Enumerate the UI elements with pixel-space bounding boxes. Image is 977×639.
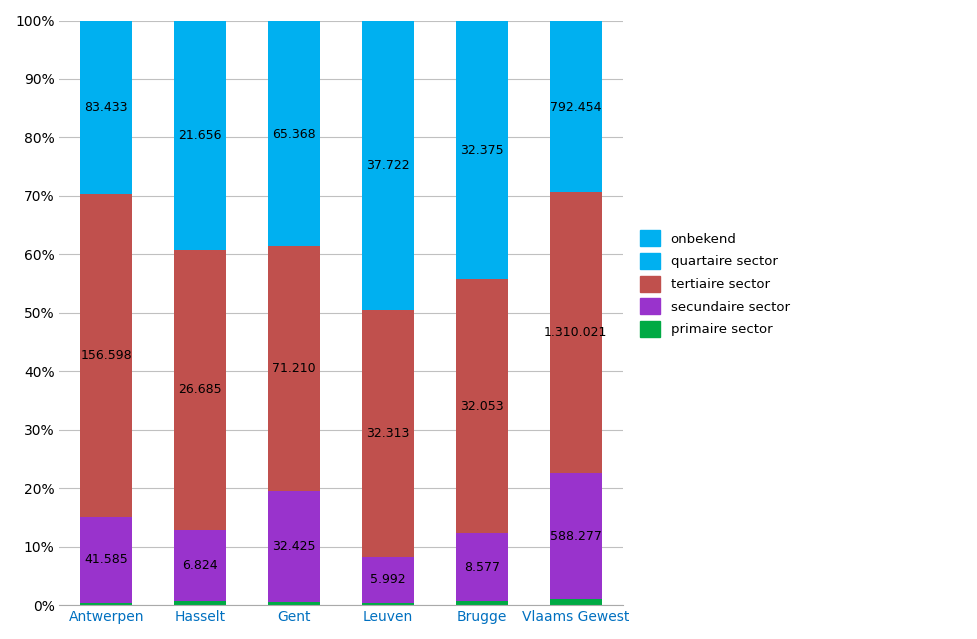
Bar: [174, 22, 226, 249]
Bar: [268, 22, 319, 247]
Bar: [80, 20, 132, 21]
Bar: [268, 20, 319, 22]
Bar: [455, 22, 507, 279]
Text: 41.585: 41.585: [84, 553, 128, 566]
Bar: [268, 491, 319, 603]
Bar: [174, 249, 226, 530]
Bar: [268, 247, 319, 491]
Bar: [549, 22, 601, 192]
Bar: [549, 473, 601, 599]
Text: 6.824: 6.824: [182, 559, 218, 572]
Bar: [455, 601, 507, 605]
Text: 32.053: 32.053: [459, 399, 503, 413]
Text: 5.992: 5.992: [369, 573, 405, 587]
Bar: [80, 517, 132, 603]
Text: 588.277: 588.277: [549, 530, 601, 543]
Bar: [80, 21, 132, 194]
Bar: [361, 603, 413, 605]
Text: 156.598: 156.598: [80, 349, 132, 362]
Bar: [549, 20, 601, 22]
Text: 65.368: 65.368: [272, 128, 316, 141]
Bar: [174, 20, 226, 22]
Bar: [455, 279, 507, 533]
Bar: [80, 603, 132, 605]
Text: 37.722: 37.722: [365, 159, 409, 173]
Text: 1.310.021: 1.310.021: [543, 326, 607, 339]
Bar: [361, 557, 413, 603]
Bar: [361, 20, 413, 22]
Bar: [549, 599, 601, 605]
Text: 26.685: 26.685: [178, 383, 222, 396]
Text: 792.454: 792.454: [549, 101, 601, 114]
Text: 32.375: 32.375: [459, 144, 503, 157]
Text: 21.656: 21.656: [178, 129, 222, 142]
Bar: [455, 20, 507, 22]
Text: 32.313: 32.313: [366, 427, 409, 440]
Bar: [174, 601, 226, 605]
Text: 8.577: 8.577: [463, 560, 499, 574]
Text: 71.210: 71.210: [272, 362, 316, 375]
Bar: [361, 22, 413, 310]
Text: 83.433: 83.433: [84, 101, 128, 114]
Bar: [549, 192, 601, 473]
Bar: [455, 533, 507, 601]
Legend: onbekend, quartaire sector, tertiaire sector, secundaire sector, primaire sector: onbekend, quartaire sector, tertiaire se…: [634, 225, 794, 343]
Bar: [174, 530, 226, 601]
Bar: [80, 194, 132, 517]
Text: 32.425: 32.425: [272, 540, 316, 553]
Bar: [361, 310, 413, 557]
Bar: [268, 603, 319, 605]
